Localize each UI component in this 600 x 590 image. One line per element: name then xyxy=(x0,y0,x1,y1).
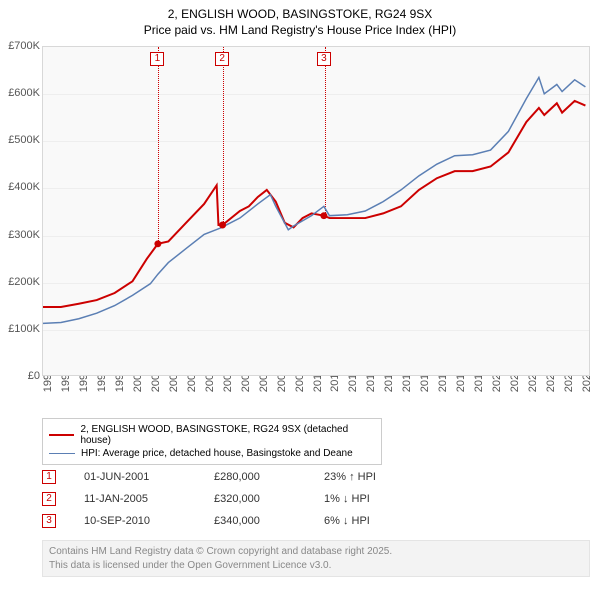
series-price_paid xyxy=(43,101,585,307)
footer-attribution: Contains HM Land Registry data © Crown c… xyxy=(42,540,590,577)
sale-point xyxy=(219,222,226,229)
title-line-1: 2, ENGLISH WOOD, BASINGSTOKE, RG24 9SX xyxy=(0,6,600,22)
y-tick-label: £500K xyxy=(8,134,40,146)
title-line-2: Price paid vs. HM Land Registry's House … xyxy=(0,22,600,38)
tx-diff: 1% ↓ HPI xyxy=(324,493,434,505)
legend-row-price: 2, ENGLISH WOOD, BASINGSTOKE, RG24 9SX (… xyxy=(49,423,375,447)
sale-point xyxy=(154,240,161,247)
chart-container: 2, ENGLISH WOOD, BASINGSTOKE, RG24 9SX P… xyxy=(0,0,600,590)
y-tick-label: £100K xyxy=(8,323,40,335)
legend: 2, ENGLISH WOOD, BASINGSTOKE, RG24 9SX (… xyxy=(42,418,382,465)
table-row: 3 10-SEP-2010£340,0006% ↓ HPI xyxy=(42,510,434,532)
table-row: 1 01-JUN-2001£280,00023% ↑ HPI xyxy=(42,466,434,488)
y-tick-label: £400K xyxy=(8,181,40,193)
title-block: 2, ENGLISH WOOD, BASINGSTOKE, RG24 9SX P… xyxy=(0,0,600,38)
legend-row-hpi: HPI: Average price, detached house, Basi… xyxy=(49,447,375,460)
legend-label-price: 2, ENGLISH WOOD, BASINGSTOKE, RG24 9SX (… xyxy=(80,424,375,446)
y-tick-label: £700K xyxy=(8,40,40,52)
marker-box: 1 xyxy=(150,52,164,66)
legend-label-hpi: HPI: Average price, detached house, Basi… xyxy=(81,448,353,459)
y-tick-label: £0 xyxy=(28,370,40,382)
footer-line-2: This data is licensed under the Open Gov… xyxy=(49,559,583,573)
tx-diff: 23% ↑ HPI xyxy=(324,471,434,483)
tx-date: 11-JAN-2005 xyxy=(84,493,214,505)
marker-box: 3 xyxy=(317,52,331,66)
tx-price: £340,000 xyxy=(214,515,324,527)
series-lines xyxy=(43,47,589,375)
legend-swatch-price xyxy=(49,434,74,436)
plot-area xyxy=(42,46,590,376)
tx-price: £320,000 xyxy=(214,493,324,505)
y-tick-label: £600K xyxy=(8,87,40,99)
tx-marker: 3 xyxy=(42,514,56,528)
marker-box: 2 xyxy=(215,52,229,66)
footer-line-1: Contains HM Land Registry data © Crown c… xyxy=(49,545,583,559)
tx-price: £280,000 xyxy=(214,471,324,483)
tx-date: 01-JUN-2001 xyxy=(84,471,214,483)
y-tick-label: £300K xyxy=(8,229,40,241)
tx-marker: 1 xyxy=(42,470,56,484)
tx-diff: 6% ↓ HPI xyxy=(324,515,434,527)
tx-date: 10-SEP-2010 xyxy=(84,515,214,527)
sale-point xyxy=(320,212,327,219)
legend-swatch-hpi xyxy=(49,453,75,455)
table-row: 2 11-JAN-2005£320,0001% ↓ HPI xyxy=(42,488,434,510)
tx-marker: 2 xyxy=(42,492,56,506)
transactions-table: 1 01-JUN-2001£280,00023% ↑ HPI 2 11-JAN-200… xyxy=(42,466,434,532)
y-tick-label: £200K xyxy=(8,276,40,288)
